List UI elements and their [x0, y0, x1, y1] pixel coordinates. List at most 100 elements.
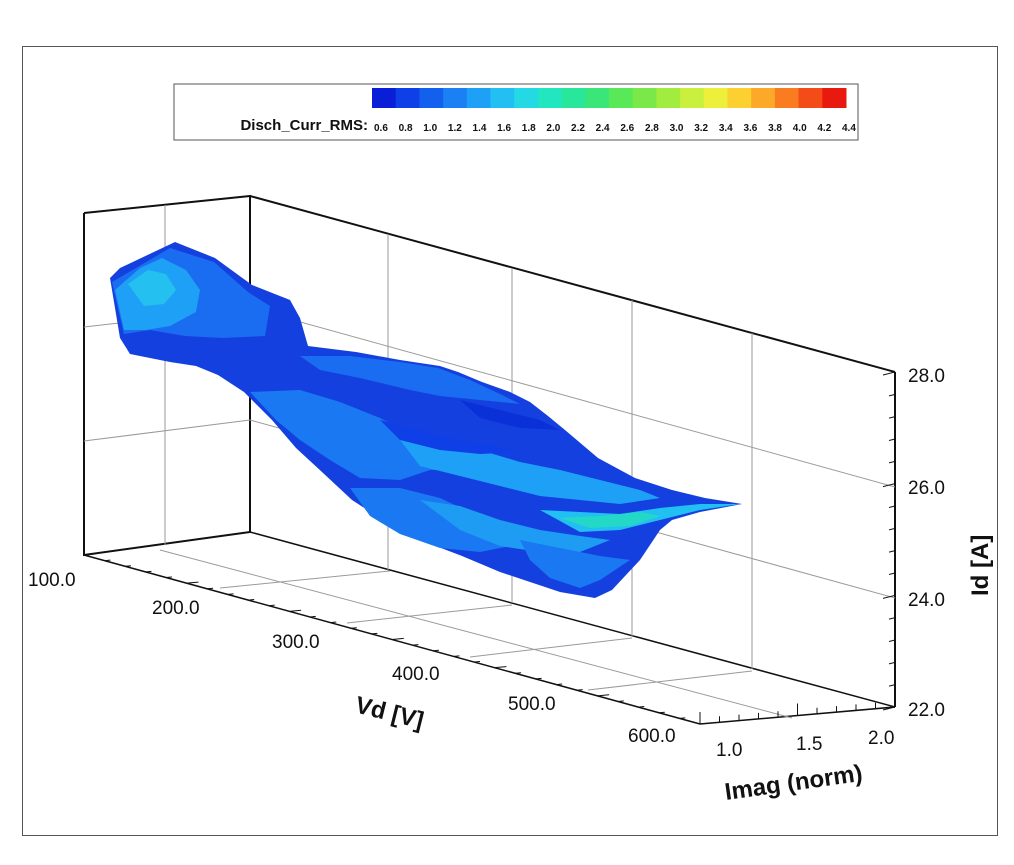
x-tick-label: 300.0	[272, 632, 320, 653]
axis-tickmark	[371, 632, 378, 635]
colorbar-tick-label: 4.0	[793, 123, 807, 134]
colorbar-tick-label: 2.4	[596, 123, 610, 134]
x-tick-label: 200.0	[152, 598, 200, 619]
axis-tickmark	[888, 438, 896, 441]
y-tick-label: 1.5	[796, 734, 822, 755]
colorbar-title: Disch_Curr_RMS:	[240, 117, 368, 134]
colorbar-cell	[585, 88, 610, 108]
axis-tickmark	[638, 706, 645, 708]
x-axis-label: Vd [V]	[353, 692, 427, 735]
axis-tickmark	[289, 609, 302, 612]
colorbar-cell	[609, 88, 634, 108]
colorbar-tick-label: 0.8	[399, 123, 413, 134]
colorbar-cell	[443, 88, 468, 108]
axis-tickmark	[166, 576, 173, 579]
colorbar-cell	[798, 88, 823, 108]
colorbar-tick-label: 1.6	[497, 123, 511, 134]
colorbar-cell	[632, 88, 657, 108]
axis-tickmark	[882, 371, 896, 376]
z-tick-label: 26.0	[908, 478, 945, 499]
axis-tickmark	[125, 565, 131, 567]
axis-tickmark	[888, 661, 896, 665]
axis-tickmark	[888, 527, 896, 531]
axis-tickmark	[330, 621, 337, 624]
axis-tickmark	[104, 559, 111, 562]
axis-tickmark	[888, 639, 896, 642]
colorbar-tick-label: 1.2	[448, 123, 462, 134]
axis-tickmark	[412, 644, 419, 646]
axis-tickmark	[186, 581, 199, 584]
axis-tickmark	[699, 722, 712, 725]
axis-tickmark	[433, 649, 439, 652]
axis-tickmark	[207, 587, 214, 590]
colorbar-tick-label: 2.8	[645, 123, 659, 134]
colorbar-legend: Disch_Curr_RMS: 0.6 0.8 1.0 1.2 1.4 1.6 1.8 2.0…	[173, 83, 859, 141]
x-axis-ticks: 100.0 200.0 300.0 400.0 500.0 600.0	[28, 570, 676, 747]
axis-tickmark	[576, 689, 583, 691]
z-axis-label: Id [A]	[967, 535, 994, 596]
colorbar-cell	[395, 88, 420, 108]
colorbar-tick-label: 3.2	[694, 123, 708, 134]
colorbar-tick-label: 3.4	[719, 123, 733, 134]
colorbar-tick-label: 1.8	[522, 123, 536, 134]
colorbar-cell	[372, 88, 397, 108]
colorbar-cell	[774, 88, 800, 108]
axis-tickmark	[888, 550, 896, 553]
axis-tickmark	[888, 416, 896, 419]
colorbar-cell	[514, 88, 539, 108]
colorbar-tick-label: 3.6	[743, 123, 757, 134]
colorbar-tick-label: 3.0	[670, 123, 684, 134]
colorbar-tick-label: 2.6	[620, 123, 634, 134]
axis-tickmark	[145, 570, 152, 573]
colorbar-cell	[727, 88, 752, 108]
y-tick-label: 2.0	[868, 728, 894, 749]
axis-tickmark	[494, 666, 507, 669]
axis-tickmark	[882, 483, 896, 488]
colorbar-tick-label: 0.6	[374, 123, 388, 134]
colorbar-tick-label: 1.0	[423, 123, 437, 134]
axis-tickmark	[248, 599, 255, 601]
axis-tickmark	[453, 655, 460, 657]
colorbar-tick-label: 1.4	[473, 123, 487, 134]
axis-tickmark	[888, 393, 896, 397]
surface	[110, 242, 742, 598]
y-axis-ticks: 1.0 1.5 2.0	[716, 728, 894, 761]
axis-tickmark	[882, 594, 896, 599]
axis-tickmark	[535, 677, 542, 680]
z-tick-label: 28.0	[908, 366, 945, 387]
z-tick-label: 24.0	[908, 590, 945, 611]
colorbar-cells	[372, 88, 847, 108]
colorbar-cell	[490, 88, 515, 108]
colorbar-cell	[537, 88, 563, 108]
y-tick-label: 1.0	[716, 740, 742, 761]
y-axis-label: Imag (norm)	[723, 760, 864, 806]
axis-tickmark	[515, 672, 522, 674]
colorbar-tick-label: 2.2	[571, 123, 585, 134]
colorbar-tick-label: 2.0	[546, 123, 560, 134]
axis-tickmarks	[83, 371, 896, 725]
x-tick-label: 500.0	[508, 694, 556, 715]
axis-tickmark	[888, 460, 896, 464]
z-axis-ticks: 22.0 24.0 26.0 28.0	[908, 366, 945, 721]
colorbar-cell	[703, 88, 728, 108]
axis-tickmark	[617, 700, 624, 702]
axis-tickmark	[309, 615, 316, 618]
axis-tickmark	[882, 706, 896, 711]
x-tick-label: 400.0	[392, 664, 440, 685]
colorbar-cell	[419, 88, 444, 108]
colorbar-cell	[680, 88, 705, 108]
axis-tickmark	[658, 711, 665, 714]
axis-tickmark	[350, 627, 357, 629]
axis-tickmark	[679, 717, 686, 719]
plot-frame	[22, 46, 998, 836]
colorbar-tick-label: 4.2	[817, 123, 831, 134]
axis-tickmark	[227, 593, 234, 595]
axis-tickmark	[597, 694, 610, 697]
colorbar-cell	[561, 88, 586, 108]
axis-tickmark	[888, 572, 896, 575]
colorbar-tick-label: 3.8	[768, 123, 782, 134]
x-tick-label: 100.0	[28, 570, 76, 591]
z-tick-label: 22.0	[908, 700, 945, 721]
